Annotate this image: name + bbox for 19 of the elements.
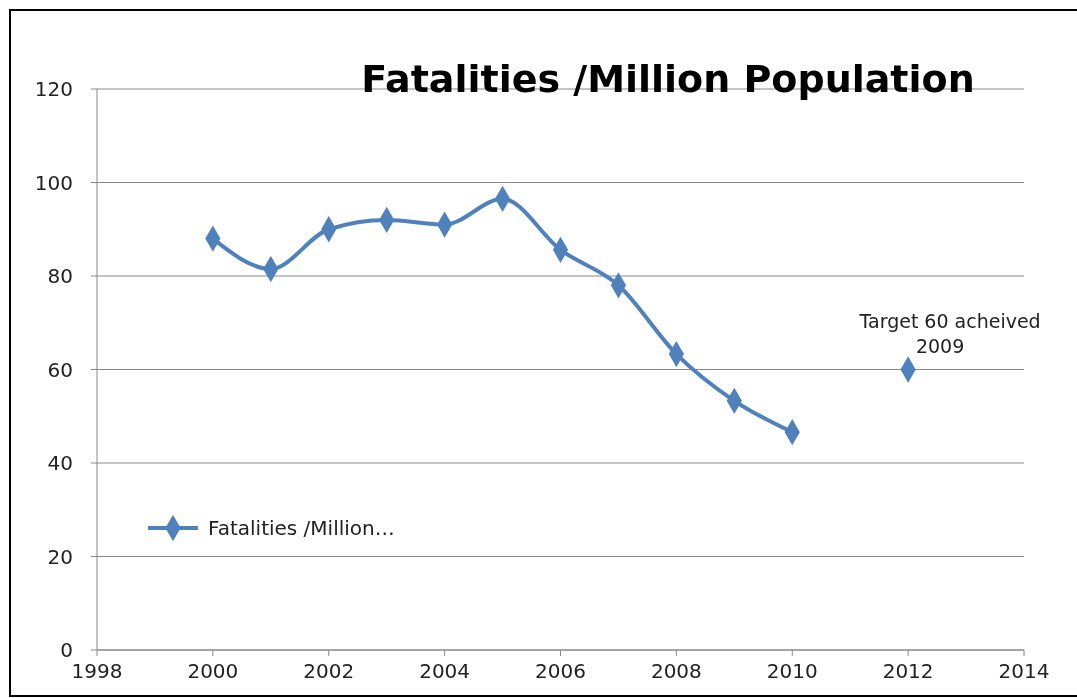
y-tick-label: 40 [47, 451, 73, 475]
chart-title: Fatalities /Million Population [361, 57, 975, 101]
x-tick-label: 2012 [882, 659, 934, 683]
x-tick-label: 2000 [187, 659, 239, 683]
x-tick-label: 2010 [766, 659, 818, 683]
y-tick-label: 80 [47, 264, 73, 288]
x-tick-label: 2002 [303, 659, 355, 683]
annotation: Target 60 acheived 2009 [858, 309, 1041, 357]
x-tick-label: 2004 [419, 659, 471, 683]
legend-label: Fatalities /Million… [208, 516, 395, 540]
y-tick-label: 0 [60, 638, 73, 662]
y-tick-label: 120 [34, 77, 73, 101]
y-tick-label: 20 [47, 544, 73, 569]
x-tick-label: 1998 [71, 659, 123, 683]
x-tick-label: 2008 [650, 659, 702, 683]
y-tick-label: 100 [34, 170, 73, 195]
y-tick-label: 60 [47, 357, 73, 382]
x-tick-label: 2006 [535, 659, 586, 683]
x-tick-label: 2014 [998, 659, 1050, 683]
